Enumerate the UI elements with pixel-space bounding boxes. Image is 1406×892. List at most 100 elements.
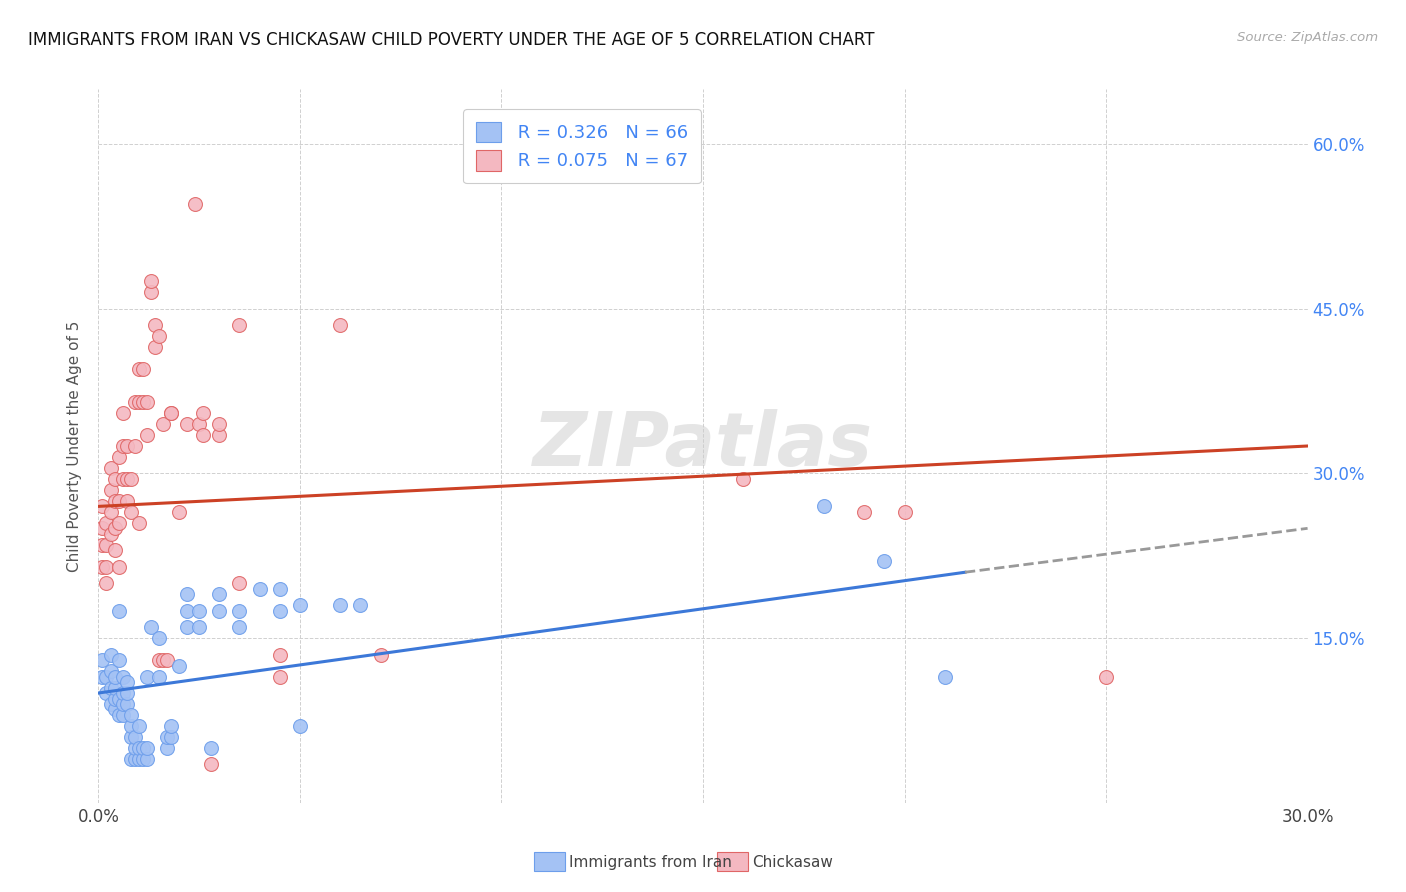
Point (135, 395, 157, 409)
Point (96, 576, 118, 591)
Point (160, 406, 183, 420)
Point (111, 686, 134, 700)
Point (148, 329, 170, 343)
Point (103, 521, 125, 535)
Point (873, 554, 896, 568)
Point (96, 538, 118, 552)
Point (103, 702, 125, 716)
Point (934, 669, 956, 683)
Point (128, 362, 150, 376)
Point (91, 653, 114, 667)
Point (107, 691, 129, 706)
Point (269, 648, 291, 662)
Point (120, 472, 142, 486)
Point (135, 740, 157, 755)
Point (188, 620, 211, 634)
Point (103, 494, 125, 508)
Point (176, 417, 198, 431)
Point (107, 494, 129, 508)
Point (91, 538, 114, 552)
Y-axis label: Child Poverty Under the Age of 5: Child Poverty Under the Age of 5 (67, 320, 83, 572)
Point (148, 631, 170, 645)
Point (160, 406, 183, 420)
Point (370, 648, 392, 662)
Point (208, 428, 231, 442)
Point (176, 620, 198, 634)
Point (132, 362, 155, 376)
Point (115, 686, 138, 700)
Point (143, 318, 166, 333)
Point (100, 664, 122, 678)
Text: Immigrants from Iran: Immigrants from Iran (569, 855, 733, 870)
Point (115, 439, 138, 453)
Point (115, 697, 138, 711)
Point (176, 604, 198, 618)
Point (208, 417, 231, 431)
Point (193, 428, 215, 442)
Point (228, 620, 250, 634)
Point (128, 719, 150, 733)
Point (124, 752, 146, 766)
Point (115, 472, 138, 486)
Point (120, 719, 142, 733)
Point (120, 505, 142, 519)
Point (107, 604, 129, 618)
Point (124, 395, 146, 409)
Point (156, 740, 179, 755)
Point (269, 604, 291, 618)
Point (733, 472, 755, 486)
Legend:  R = 0.326   N = 66,  R = 0.075   N = 67: R = 0.326 N = 66, R = 0.075 N = 67 (464, 109, 700, 183)
Point (329, 598, 352, 612)
Point (288, 598, 311, 612)
Point (115, 675, 138, 690)
Point (107, 559, 129, 574)
Point (1095, 669, 1118, 683)
Point (111, 472, 134, 486)
Point (100, 697, 122, 711)
Point (188, 417, 211, 431)
Point (188, 604, 211, 618)
Point (96, 516, 118, 530)
Text: Source: ZipAtlas.com: Source: ZipAtlas.com (1237, 31, 1378, 45)
Point (228, 576, 250, 591)
Point (135, 428, 157, 442)
Point (167, 505, 190, 519)
Point (160, 730, 183, 744)
Point (249, 582, 271, 596)
Point (100, 681, 122, 695)
Point (132, 752, 155, 766)
Point (111, 669, 134, 683)
Point (115, 494, 138, 508)
Point (91, 521, 114, 535)
Text: IMMIGRANTS FROM IRAN VS CHICKASAW CHILD POVERTY UNDER THE AGE OF 5 CORRELATION C: IMMIGRANTS FROM IRAN VS CHICKASAW CHILD … (28, 31, 875, 49)
Point (100, 526, 122, 541)
Point (139, 285, 162, 300)
Point (103, 691, 125, 706)
Point (107, 653, 129, 667)
Point (111, 439, 134, 453)
Point (135, 752, 157, 766)
Point (893, 505, 915, 519)
Point (100, 483, 122, 497)
Point (160, 719, 183, 733)
Point (96, 669, 118, 683)
Point (96, 686, 118, 700)
Point (269, 582, 291, 596)
Point (200, 757, 222, 772)
Point (103, 669, 125, 683)
Point (200, 740, 222, 755)
Point (208, 587, 231, 601)
Point (132, 395, 155, 409)
Point (156, 653, 179, 667)
Point (228, 604, 250, 618)
Point (143, 340, 166, 354)
Point (228, 318, 250, 333)
Text: Chickasaw: Chickasaw (752, 855, 834, 870)
Point (111, 697, 134, 711)
Point (120, 730, 142, 744)
Point (100, 461, 122, 475)
Point (103, 472, 125, 486)
Point (91, 559, 114, 574)
Point (128, 740, 150, 755)
Point (193, 406, 215, 420)
